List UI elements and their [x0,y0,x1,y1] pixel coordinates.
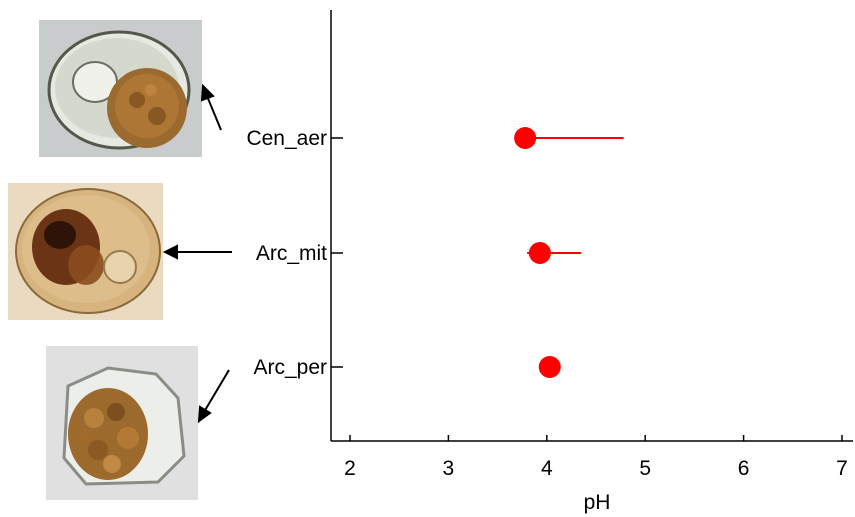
x-axis-label: pH [584,491,611,514]
testate-amoeba-image [8,183,163,320]
arrow-arc-mit [162,244,232,260]
x-tick-label: 2 [344,457,356,480]
testate-amoeba-image [46,346,198,500]
arrow-cen-aer [200,83,222,131]
data-point [528,242,551,264]
y-tick-label: Arc_mit [256,242,327,265]
x-tick-label: 6 [738,457,750,480]
arrow-arc-per [197,369,230,424]
testate-amoeba-image [39,20,202,157]
x-tick-group: 2 3 4 5 6 7 [344,435,848,480]
arc-per-photo [46,346,198,500]
x-tick-label: 5 [639,457,651,480]
y-tick-label: Arc_per [253,356,327,379]
x-tick-label: 4 [541,457,553,480]
data-point [538,356,561,378]
point-group [514,127,561,378]
y-tick-label: Cen_aer [246,127,327,150]
error-bar-group [525,137,624,254]
cen-aer-photo [39,20,202,157]
arc-mit-photo [8,183,163,320]
y-tick-group: Cen_aer Arc_mit Arc_per [246,127,343,379]
x-tick-label: 7 [836,457,848,480]
x-tick-label: 3 [443,457,455,480]
data-point [514,127,537,149]
